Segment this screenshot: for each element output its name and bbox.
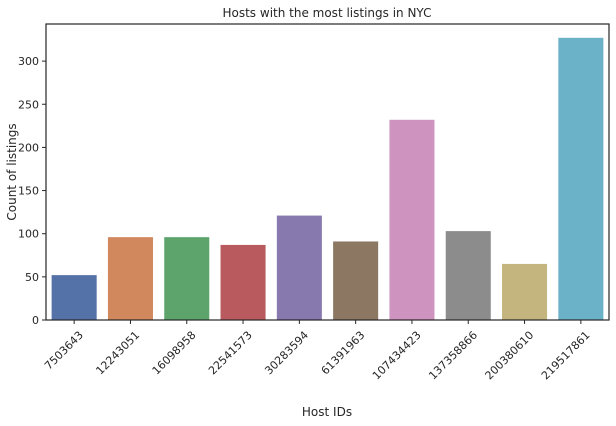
x-axis-label: Host IDs xyxy=(302,405,352,419)
bar-16098958 xyxy=(164,237,210,320)
y-tick-label: 50 xyxy=(25,271,39,284)
x-tick-label: 7503643 xyxy=(42,329,86,373)
bar-137358866 xyxy=(445,231,491,320)
x-axis-ticks: 7503643 12243051 16098958 22541573 30283594 6… xyxy=(42,320,593,382)
x-tick-label: 16098958 xyxy=(150,329,199,378)
x-tick-label: 137358866 xyxy=(426,329,480,383)
y-axis-ticks: 0 50 100 150 200 250 300 xyxy=(18,55,46,327)
bar-7503643 xyxy=(51,275,97,320)
x-tick-label: 22541573 xyxy=(206,329,255,378)
y-tick-label: 100 xyxy=(18,228,39,241)
y-tick-label: 200 xyxy=(18,141,39,154)
bar-22541573 xyxy=(220,244,266,320)
bar-30283594 xyxy=(276,215,322,320)
x-tick-label: 219517861 xyxy=(539,329,593,383)
x-tick-label: 12243051 xyxy=(93,329,142,378)
y-tick-label: 0 xyxy=(32,314,39,327)
bar-61391963 xyxy=(333,241,379,320)
y-tick-label: 150 xyxy=(18,185,39,198)
chart-title: Hosts with the most listings in NYC xyxy=(222,6,431,20)
y-tick-label: 250 xyxy=(18,98,39,111)
bar-200380610 xyxy=(502,263,548,320)
x-tick-label: 30283594 xyxy=(262,329,311,378)
bar-107434423 xyxy=(389,119,435,320)
x-tick-label: 200380610 xyxy=(483,329,537,383)
plot-frame xyxy=(45,23,610,321)
x-tick-label: 61391963 xyxy=(319,329,368,378)
y-axis-label: Count of listings xyxy=(5,123,19,220)
bar-219517861 xyxy=(558,37,604,320)
x-tick-label: 107434423 xyxy=(370,329,424,383)
bars-group xyxy=(51,37,604,320)
y-tick-label: 300 xyxy=(18,55,39,68)
bar-12243051 xyxy=(107,237,153,320)
